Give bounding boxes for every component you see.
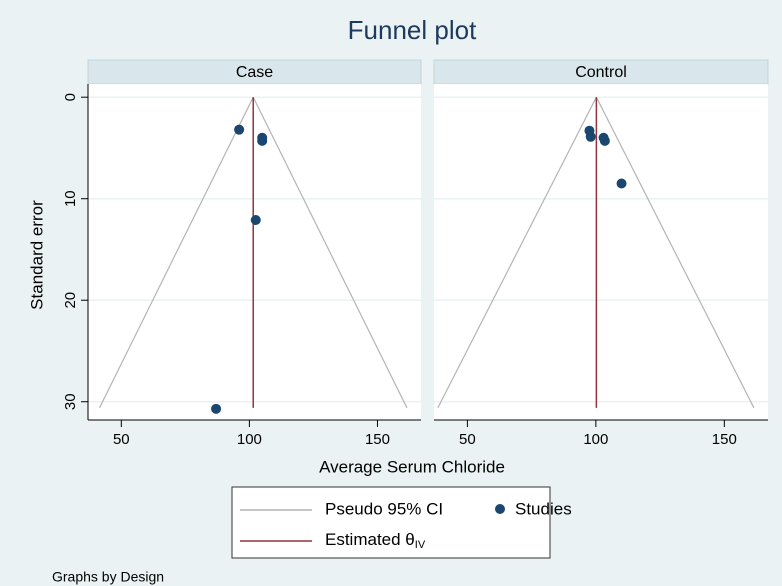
study-point <box>234 124 245 135</box>
legend-box <box>231 486 551 559</box>
study-point <box>250 215 261 226</box>
panel-title: Control <box>575 64 627 81</box>
study-point <box>211 403 222 414</box>
x-tick-label: 50 <box>113 431 130 448</box>
y-tick-label: 10 <box>62 190 79 207</box>
ci-line <box>252 96 408 409</box>
study-point <box>599 135 610 146</box>
ci-line <box>98 96 254 409</box>
study-point <box>616 178 627 189</box>
x-tick-label: 100 <box>237 431 262 448</box>
study-point <box>585 131 596 142</box>
plot-area <box>88 84 421 420</box>
y-axis-label: Standard error <box>27 200 46 310</box>
panel-header <box>433 59 769 85</box>
x-tick-label: 50 <box>459 431 476 448</box>
legend-label: Studies <box>515 499 572 518</box>
legend-point-swatch <box>495 504 505 514</box>
ci-line <box>437 96 597 409</box>
legend-label: Pseudo 95% CI <box>325 499 443 518</box>
x-tick-label: 150 <box>365 431 390 448</box>
note: Graphs by Design <box>52 569 164 585</box>
chart-title: Funnel plot <box>348 15 477 45</box>
y-tick-label: 30 <box>62 393 79 410</box>
y-tick-label: 20 <box>62 292 79 309</box>
x-tick-label: 100 <box>583 431 608 448</box>
legend-label: Estimated θIV <box>325 530 426 550</box>
ci-line <box>595 96 755 409</box>
x-axis-label: Average Serum Chloride <box>319 457 505 476</box>
legend-label-main: Estimated θ <box>325 530 415 549</box>
legend-label-subscript: IV <box>415 539 426 551</box>
y-tick-label: 0 <box>62 93 79 101</box>
panel-title: Case <box>236 64 273 81</box>
study-point <box>257 135 268 146</box>
x-tick-label: 150 <box>712 431 737 448</box>
